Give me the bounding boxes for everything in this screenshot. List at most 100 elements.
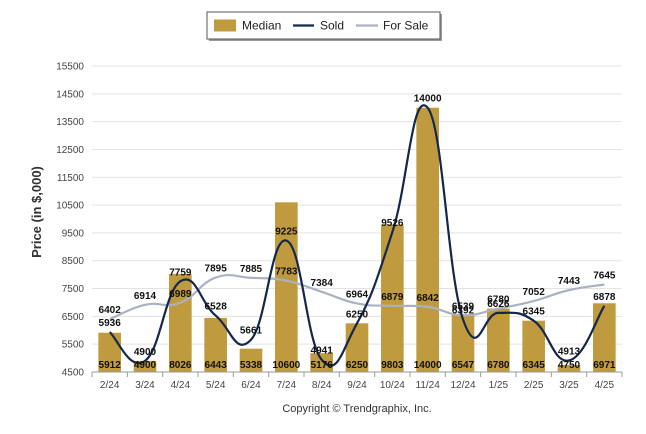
sold-value-label: 6250 — [346, 309, 369, 320]
median-value-label: 6547 — [452, 360, 475, 371]
legend-median-label: Median — [242, 19, 281, 33]
sold-value-label: 14000 — [414, 94, 442, 105]
legend-for-sale-label: For Sale — [383, 19, 429, 33]
legend-median-swatch — [214, 19, 236, 32]
y-tick-label: 15500 — [56, 62, 84, 73]
x-tick-label: 2/24 — [100, 380, 120, 391]
x-tick-label: 7/24 — [277, 380, 297, 391]
median-value-label: 5176 — [311, 360, 334, 371]
y-tick-label: 13500 — [56, 117, 84, 128]
for-sale-value-label: 6842 — [417, 293, 440, 304]
x-tick-label: 3/25 — [559, 380, 579, 391]
sold-line — [108, 104, 606, 367]
for-sale-value-label: 6914 — [134, 291, 157, 302]
median-bars — [98, 107, 616, 373]
x-tick-label: 8/24 — [312, 380, 332, 391]
y-tick-label: 5500 — [62, 340, 85, 351]
legend-sold-label: Sold — [320, 19, 344, 33]
sold-value-label: 4900 — [134, 347, 157, 358]
median-value-label: 4750 — [558, 360, 581, 371]
y-tick-label: 4500 — [62, 368, 85, 379]
y-tick-label: 14500 — [56, 89, 84, 100]
sold-value-label: 9526 — [381, 218, 404, 229]
median-bar — [133, 360, 157, 372]
y-tick-label: 7500 — [62, 284, 85, 295]
for-sale-value-label: 6964 — [346, 289, 369, 300]
axes: 4500 5500 6500 7500 8500 9500 10500 11500 12500 1… — [56, 62, 623, 391]
sold-value-label: 6345 — [523, 307, 546, 318]
median-value-label: 6345 — [523, 360, 546, 371]
x-tick-label: 11/24 — [416, 380, 441, 391]
median-bar — [487, 308, 510, 372]
y-tick-label: 9500 — [62, 228, 85, 239]
sold-value-label: 6528 — [205, 302, 228, 313]
median-value-label: 5912 — [99, 360, 122, 371]
x-tick-label: 1/25 — [489, 380, 509, 391]
y-tick-label: 6500 — [62, 312, 85, 323]
legend-box — [206, 11, 441, 40]
legend: Median Sold For Sale — [206, 11, 442, 41]
median-bar — [169, 273, 192, 372]
data-labels: 5912 4900 8026 6443 5338 10600 5176 6250 9803 140… — [99, 94, 616, 371]
for-sale-value-label: 6539 — [452, 301, 475, 312]
y-tick-label: 8500 — [62, 256, 85, 267]
median-bar — [381, 224, 404, 372]
median-value-label: 6250 — [346, 360, 369, 371]
for-sale-value-label: 7645 — [593, 271, 616, 282]
copyright-text: Copyright © Trendgraphix, Inc. — [282, 403, 431, 415]
median-value-label: 5338 — [240, 360, 263, 371]
median-bar — [522, 320, 545, 372]
median-value-label: 6780 — [487, 360, 510, 371]
for-sale-value-label: 7052 — [523, 287, 546, 298]
median-value-label: 8026 — [169, 360, 192, 371]
median-value-label: 10600 — [272, 360, 300, 371]
median-bar — [557, 365, 581, 372]
median-bar — [593, 303, 616, 372]
series-lines — [108, 104, 606, 367]
sold-value-label: 5661 — [240, 326, 263, 337]
y-axis-title: Price (in $,000) — [29, 166, 44, 258]
sold-value-label: 4913 — [558, 347, 581, 358]
median-value-label: 6443 — [205, 360, 228, 371]
sold-value-label: 6392 — [452, 305, 475, 316]
median-value-label: 4900 — [134, 360, 157, 371]
x-tick-label: 3/24 — [135, 380, 155, 391]
for-sale-line — [109, 273, 605, 321]
sold-value-label: 6626 — [487, 299, 510, 310]
for-sale-value-label: 6879 — [381, 292, 404, 303]
median-bar — [239, 348, 263, 372]
for-sale-value-label: 7384 — [311, 278, 334, 289]
y-tick-label: 12500 — [56, 145, 84, 156]
sold-value-label: 4941 — [311, 346, 334, 357]
median-value-label: 6971 — [593, 360, 616, 371]
for-sale-value-label: 7443 — [558, 276, 581, 287]
y-tick-label: 11500 — [57, 173, 85, 184]
sold-value-label: 9225 — [275, 227, 298, 238]
x-tick-label: 12/24 — [450, 380, 475, 391]
y-tick-label: 10500 — [56, 201, 84, 212]
for-sale-value-label: 7885 — [240, 264, 263, 275]
median-bar — [204, 317, 227, 372]
sold-value-label: 6878 — [593, 292, 616, 303]
x-tick-label: 4/24 — [171, 380, 191, 391]
median-value-label: 14000 — [414, 360, 442, 371]
median-value-label: 9803 — [381, 360, 404, 371]
x-tick-label: 2/25 — [524, 380, 544, 391]
x-tick-label: 4/25 — [595, 380, 615, 391]
median-bar — [451, 315, 475, 372]
median-bar — [310, 353, 333, 372]
for-sale-value-label: 7783 — [275, 267, 298, 278]
for-sale-value-label: 6402 — [99, 305, 122, 316]
x-tick-label: 5/24 — [206, 380, 226, 391]
for-sale-value-label: 7895 — [205, 264, 228, 275]
sold-value-label: 5936 — [99, 318, 122, 329]
x-tick-label: 10/24 — [380, 380, 405, 391]
median-bar — [98, 332, 121, 372]
x-tick-label: 9/24 — [347, 380, 367, 391]
sold-value-label: 7759 — [169, 267, 192, 278]
median-bar — [416, 107, 439, 373]
x-tick-label: 6/24 — [241, 380, 261, 391]
for-sale-value-label: 6989 — [169, 289, 192, 300]
